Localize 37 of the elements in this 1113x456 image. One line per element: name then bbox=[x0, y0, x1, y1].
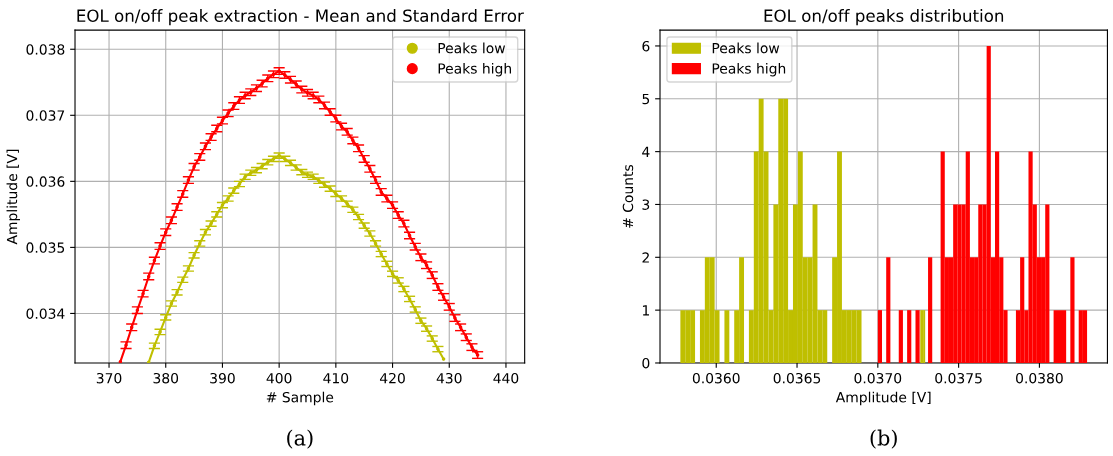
legend-label: Peaks high bbox=[712, 62, 786, 77]
y-tick-label: 0.038 bbox=[26, 44, 65, 55]
y-tick-label: 0.037 bbox=[26, 110, 65, 121]
x-tick-label: 390 bbox=[210, 372, 235, 384]
y-tick-label: 0.035 bbox=[26, 242, 65, 253]
y-tick-label: 1 bbox=[642, 305, 649, 316]
x-tick-label: 380 bbox=[153, 372, 179, 384]
x-tick-label: 0.0365 bbox=[773, 372, 821, 384]
chart-title: EOL on/off peaks distribution bbox=[764, 9, 1004, 26]
y-tick-label: 0.034 bbox=[26, 308, 65, 319]
legend-label: Peaks low bbox=[438, 42, 506, 54]
x-tick-label: 0.0375 bbox=[935, 372, 982, 384]
x-tick-label: 440 bbox=[493, 372, 519, 384]
y-tick-label: 5 bbox=[642, 93, 650, 105]
legend-label: Peaks low bbox=[712, 42, 780, 54]
text: (a) bbox=[287, 429, 313, 449]
x-tick-label: 0.0380 bbox=[1016, 372, 1063, 384]
x-axis-title: # Sample bbox=[266, 391, 334, 406]
x-tick-label: 0.0360 bbox=[692, 372, 740, 384]
x-axis-title: Amplitude [V] bbox=[835, 391, 931, 406]
y-axis-title: # Counts bbox=[622, 164, 634, 228]
legend-label: Peaks high bbox=[438, 62, 511, 77]
x-tick-label: 370 bbox=[96, 372, 122, 384]
y-tick-label: 0 bbox=[642, 357, 650, 369]
x-tick-label: 430 bbox=[436, 372, 462, 384]
text: (b) bbox=[870, 429, 897, 449]
y-tick-label: 0.036 bbox=[26, 176, 65, 187]
y-tick-label: 3 bbox=[642, 199, 650, 210]
x-tick-label: 400 bbox=[266, 372, 292, 384]
y-tick-label: 4 bbox=[642, 146, 650, 157]
x-tick-label: 0.0370 bbox=[854, 372, 902, 384]
x-tick-label: 420 bbox=[379, 372, 405, 384]
y-tick-label: 6 bbox=[642, 40, 650, 52]
x-tick-label: 410 bbox=[323, 372, 349, 384]
y-axis-title: Amplitude [V] bbox=[6, 149, 20, 245]
chart-title: EOL on/off peak extraction - Mean and Standard Error bbox=[77, 9, 524, 26]
y-tick-label: 2 bbox=[642, 252, 649, 263]
